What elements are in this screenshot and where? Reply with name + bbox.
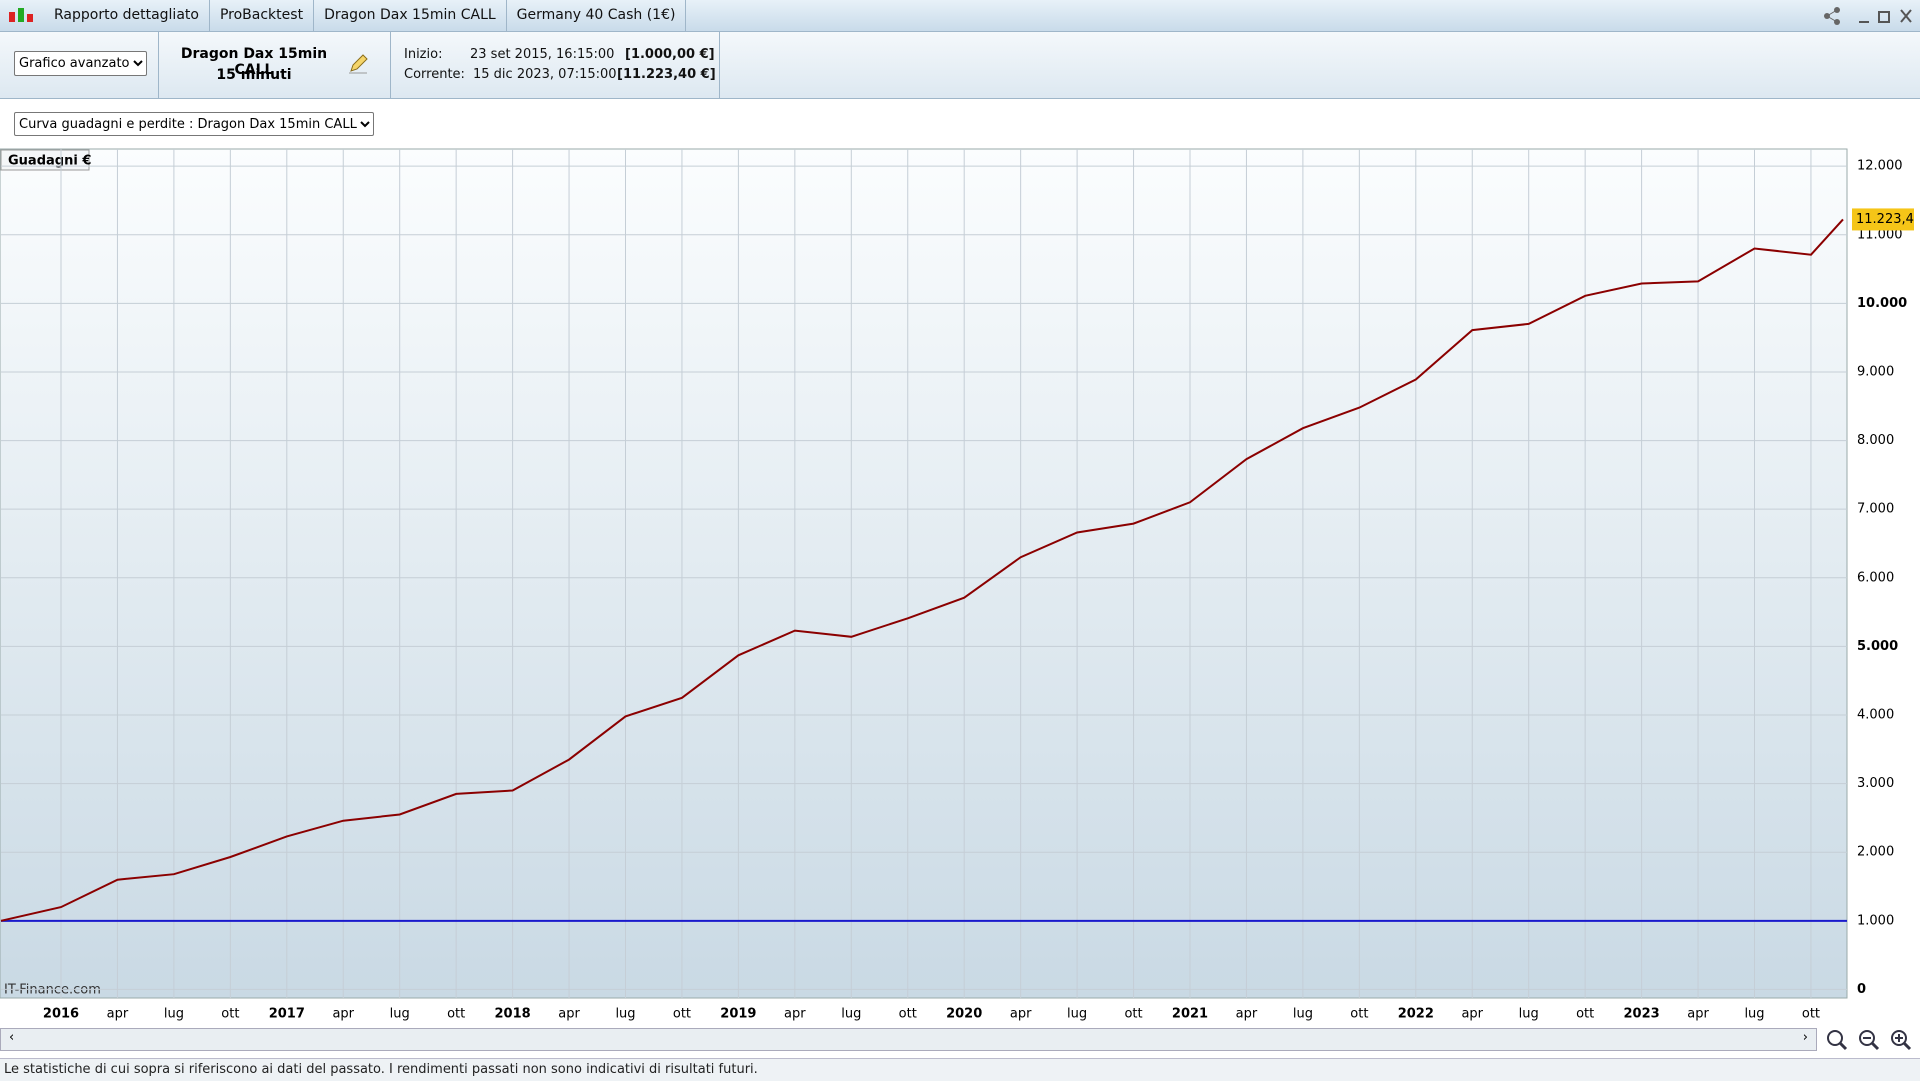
start-date: 23 set 2015, 16:15:00 — [470, 47, 615, 62]
separator — [719, 32, 720, 98]
x-tick-label: lug — [1293, 1007, 1313, 1022]
x-tick-label: lug — [1519, 1007, 1539, 1022]
app-icon — [9, 7, 33, 22]
x-tick-label: lug — [164, 1007, 184, 1022]
y-tick-label: 2.000 — [1857, 845, 1894, 860]
x-tick-label: ott — [221, 1007, 239, 1022]
x-tick-label: 2023 — [1624, 1007, 1660, 1022]
x-tick-label: 2019 — [720, 1007, 756, 1022]
start-label: Inizio: — [404, 47, 443, 62]
tab[interactable]: Germany 40 Cash (1€) — [507, 0, 687, 31]
current-date: 15 dic 2023, 07:15:00 — [473, 67, 617, 82]
y-label-box — [0, 149, 90, 171]
scroll-right[interactable]: › — [1802, 1030, 1808, 1045]
watermark: IT-Finance.com — [4, 983, 101, 998]
last-value-label: 11.223,4 — [1856, 212, 1914, 227]
x-tick-label: ott — [673, 1007, 691, 1022]
y-tick-label: 0 — [1857, 982, 1866, 997]
window-controls[interactable] — [1815, 4, 1915, 28]
zoom-controls[interactable] — [1822, 1026, 1920, 1054]
x-tick-label: ott — [899, 1007, 917, 1022]
y-tick-label: 10.000 — [1857, 296, 1907, 311]
y-tick-label: 3.000 — [1857, 776, 1894, 791]
footer-bar: Le statistiche di cui sopra si riferisco… — [0, 1058, 1920, 1081]
chart: Guadagni € IT-Finance.com 0 1.000 2.000 3.0… — [0, 148, 1914, 1022]
y-tick-label: 7.000 — [1857, 502, 1894, 517]
x-tick-label: 2022 — [1398, 1007, 1434, 1022]
x-tick-label: ott — [1802, 1007, 1820, 1022]
y-tick-label: 5.000 — [1857, 639, 1898, 654]
toolbar: Grafico avanzato Dragon Dax 15min CALL 1… — [0, 32, 1920, 99]
disclaimer: Le statistiche di cui sopra si riferisco… — [4, 1062, 758, 1077]
scrollbar[interactable]: ‹ › — [0, 1028, 1817, 1051]
y-tick-label: 12.000 — [1857, 159, 1903, 174]
x-tick-label: 2016 — [43, 1007, 79, 1022]
x-tick-label: ott — [1350, 1007, 1368, 1022]
scroll-left[interactable]: ‹ — [9, 1030, 15, 1045]
x-tick-label: lug — [841, 1007, 861, 1022]
current-value: [11.223,40 €] — [617, 67, 716, 82]
separator — [158, 32, 159, 98]
y-tick-label: 4.000 — [1857, 708, 1894, 723]
x-tick-label: lug — [1744, 1007, 1764, 1022]
tab[interactable]: Dragon Dax 15min CALL — [314, 0, 507, 31]
x-tick-label: 2021 — [1172, 1007, 1208, 1022]
x-tick-label: ott — [1576, 1007, 1594, 1022]
x-tick-label: apr — [1687, 1007, 1709, 1022]
y-tick-label: 1.000 — [1857, 913, 1894, 928]
last-value-box — [1852, 208, 1914, 231]
plot-area — [0, 148, 1848, 999]
current-label: Corrente: — [404, 67, 465, 82]
x-tick-label: lug — [615, 1007, 635, 1022]
x-tick-label: apr — [784, 1007, 806, 1022]
y-tick-label: 8.000 — [1857, 433, 1894, 448]
start-value: [1.000,00 €] — [625, 47, 715, 62]
separator — [390, 32, 391, 98]
tab[interactable]: ProBacktest — [210, 0, 315, 31]
x-tick-label: lug — [390, 1007, 410, 1022]
x-tick-label: apr — [1010, 1007, 1032, 1022]
x-tick-label: ott — [1124, 1007, 1142, 1022]
view-select[interactable]: Grafico avanzato — [14, 51, 147, 76]
x-tick-label: 2018 — [495, 1007, 531, 1022]
timeframe: 15 minuti — [216, 67, 292, 83]
y-tick-label: 6.000 — [1857, 570, 1894, 585]
y-axis-label: Guadagni € — [8, 154, 91, 169]
x-tick-label: apr — [1461, 1007, 1483, 1022]
system-name: Dragon Dax 15min CALL — [180, 46, 328, 78]
x-tick-label: 2017 — [269, 1007, 305, 1022]
curve-select[interactable]: Curva guadagni e perdite : Dragon Dax 15… — [14, 112, 374, 136]
y-tick-label: 11.000 — [1857, 227, 1903, 242]
x-tick-label: apr — [1236, 1007, 1258, 1022]
x-tick-label: lug — [1067, 1007, 1087, 1022]
x-tick-label: ott — [447, 1007, 465, 1022]
y-tick-label: 9.000 — [1857, 364, 1894, 379]
equity-line — [0, 218, 1844, 922]
edit-icon[interactable] — [346, 52, 370, 76]
tab[interactable]: Rapporto dettagliato — [44, 0, 210, 31]
x-tick-label: apr — [558, 1007, 580, 1022]
x-tick-label: apr — [107, 1007, 129, 1022]
tab-bar: Rapporto dettagliato ProBacktest Dragon … — [0, 0, 1920, 32]
x-tick-label: apr — [332, 1007, 354, 1022]
x-tick-label: 2020 — [946, 1007, 982, 1022]
